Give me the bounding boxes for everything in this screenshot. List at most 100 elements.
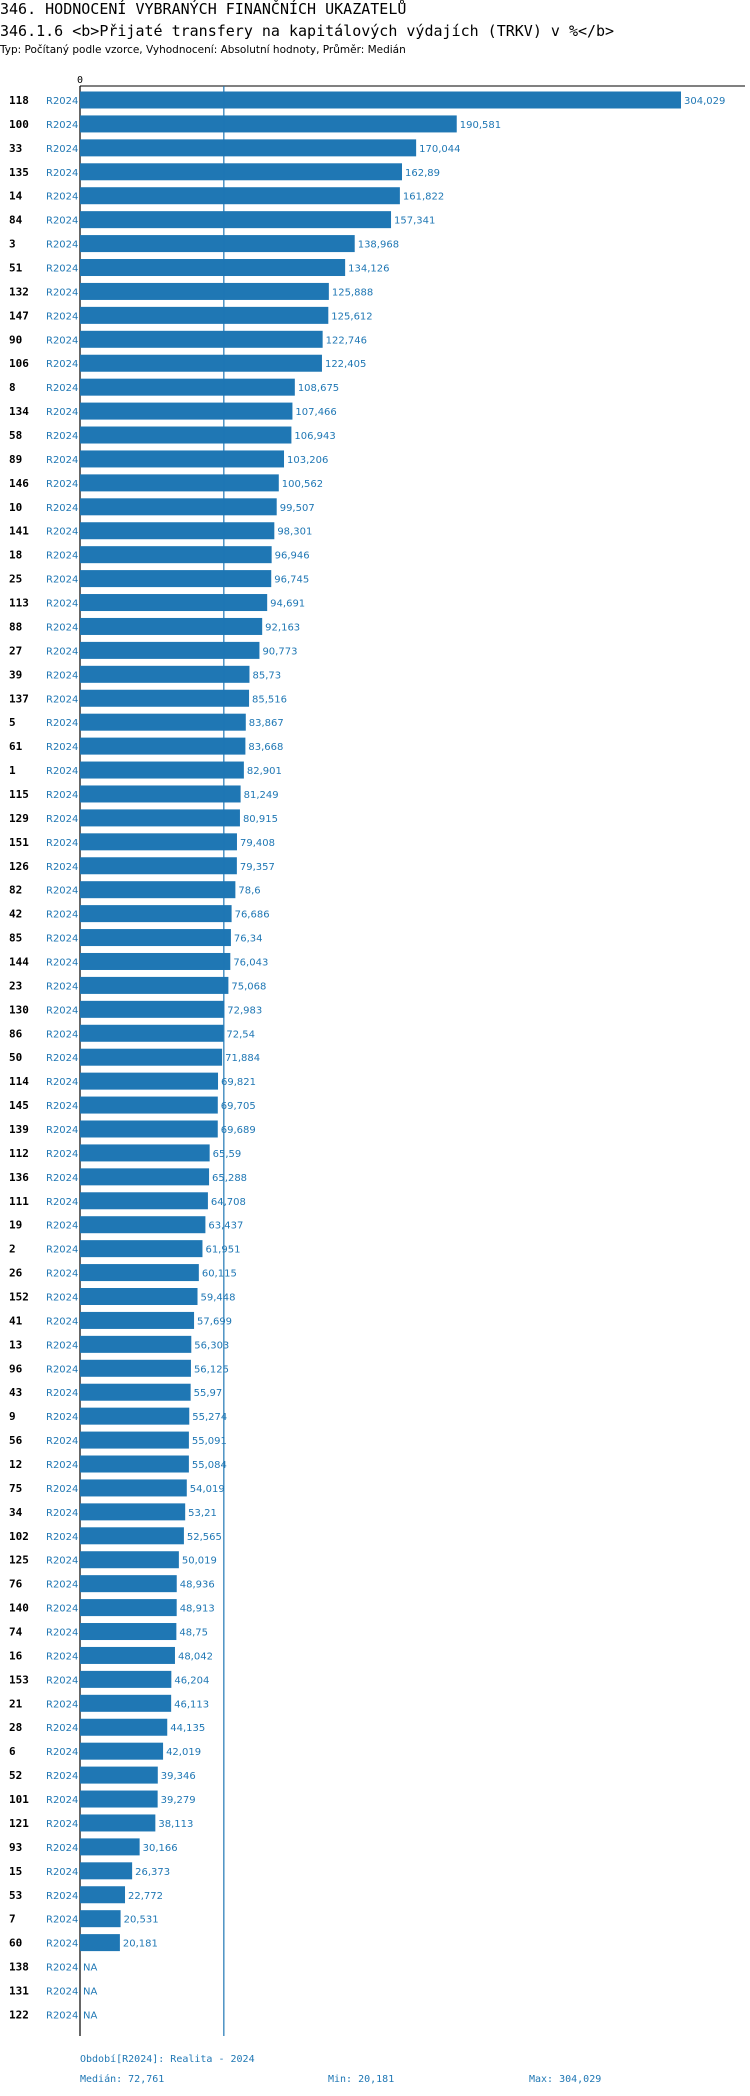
- bar: [80, 1407, 190, 1425]
- bar: [80, 1359, 191, 1377]
- category-label: 130: [9, 1003, 29, 1016]
- data-label: 48,042: [178, 1651, 213, 1662]
- period-label: R2024: [46, 1484, 78, 1495]
- data-label: 82,901: [247, 766, 282, 777]
- data-label: 65,288: [212, 1173, 247, 1184]
- category-label: 118: [9, 94, 29, 107]
- category-label: 53: [9, 1889, 22, 1902]
- category-label: 27: [9, 644, 22, 657]
- category-label: 52: [9, 1769, 22, 1782]
- period-label: R2024: [46, 1867, 78, 1878]
- category-label: 96: [9, 1362, 23, 1375]
- category-label: 7: [9, 1913, 16, 1926]
- chart-subtitle: 346.1.6 <b>Přijaté transfery na kapitálo…: [0, 22, 615, 40]
- bar: [80, 1766, 158, 1784]
- bar: [80, 1216, 206, 1234]
- data-label: 63,437: [208, 1221, 243, 1232]
- bar: [80, 1288, 198, 1305]
- category-label: 113: [9, 597, 29, 610]
- footer-max: Max: 304,029: [529, 2074, 602, 2085]
- bar: [80, 570, 272, 588]
- category-label: 16: [9, 1649, 23, 1662]
- data-label: 39,279: [161, 1795, 196, 1806]
- category-label: 100: [9, 118, 29, 131]
- data-label: 55,274: [192, 1412, 227, 1423]
- data-label: 46,113: [174, 1699, 209, 1710]
- category-label: 88: [9, 620, 22, 633]
- category-label: 93: [9, 1841, 22, 1854]
- bar: [80, 952, 231, 970]
- category-label: 146: [9, 477, 29, 490]
- period-label: R2024: [46, 599, 78, 610]
- period-label: R2024: [46, 1005, 78, 1016]
- bar: [80, 1575, 177, 1593]
- category-label: 10: [9, 501, 22, 514]
- period-label: R2024: [46, 1556, 78, 1567]
- category-label: 131: [9, 1984, 29, 1997]
- data-label: 26,373: [135, 1867, 170, 1878]
- data-label: 96,745: [274, 575, 309, 586]
- category-label: 152: [9, 1291, 29, 1304]
- period-label: R2024: [46, 886, 78, 897]
- period-label: R2024: [46, 311, 78, 322]
- bar: [80, 426, 292, 444]
- period-label: R2024: [46, 1364, 78, 1375]
- data-label: 55,091: [192, 1436, 227, 1447]
- category-label: 125: [9, 1554, 29, 1567]
- period-label: R2024: [46, 1675, 78, 1686]
- data-label: 76,043: [233, 957, 268, 968]
- period-label: R2024: [46, 168, 78, 179]
- data-label: 22,772: [128, 1891, 163, 1902]
- data-label: 55,97: [194, 1388, 223, 1399]
- period-label: R2024: [46, 479, 78, 490]
- data-label: 59,448: [201, 1293, 236, 1304]
- period-label: R2024: [46, 1340, 78, 1351]
- period-label: R2024: [46, 1891, 78, 1902]
- bar: [80, 1886, 126, 1904]
- category-label: 43: [9, 1386, 22, 1399]
- data-label: 122,746: [326, 335, 367, 346]
- bar: [80, 1431, 189, 1449]
- period-label: R2024: [46, 1723, 78, 1734]
- period-label: R2024: [46, 957, 78, 968]
- data-label: 76,686: [235, 910, 270, 921]
- period-label: R2024: [46, 1508, 78, 1519]
- category-label: 114: [9, 1075, 29, 1088]
- period-label: R2024: [46, 1269, 78, 1280]
- bar: [80, 306, 329, 324]
- bar: [80, 1024, 224, 1042]
- period-label: R2024: [46, 814, 78, 825]
- data-label: 69,821: [221, 1077, 256, 1088]
- period-label: R2024: [46, 527, 78, 538]
- bar: [80, 1646, 175, 1664]
- chart-type-line: Typ: Počítaný podle vzorce, Vyhodnocení:…: [0, 44, 406, 56]
- data-label: 75,068: [231, 981, 266, 992]
- category-label: 140: [9, 1602, 29, 1615]
- bar: [80, 1694, 172, 1712]
- category-label: 41: [9, 1314, 23, 1327]
- category-label: 33: [9, 142, 22, 155]
- data-label: 38,113: [158, 1819, 193, 1830]
- period-label: R2024: [46, 1245, 78, 1256]
- category-label: 151: [9, 836, 29, 849]
- period-label: R2024: [46, 1197, 78, 1208]
- category-label: 1: [9, 764, 16, 777]
- period-label: R2024: [46, 910, 78, 921]
- data-label: 64,708: [211, 1197, 246, 1208]
- data-label: 90,773: [262, 646, 297, 657]
- bar: [80, 785, 241, 803]
- period-label: R2024: [46, 96, 78, 107]
- period-label: R2024: [46, 766, 78, 777]
- bar: [80, 139, 417, 157]
- category-label: 6: [9, 1745, 16, 1758]
- data-label: 103,206: [287, 455, 328, 466]
- bar: [80, 1910, 121, 1928]
- data-label: 125,888: [332, 287, 373, 298]
- bar: [80, 1096, 218, 1114]
- category-label: 5: [9, 716, 16, 729]
- category-label: 101: [9, 1793, 29, 1806]
- category-label: 115: [9, 788, 29, 801]
- category-label: 2: [9, 1243, 16, 1256]
- category-label: 3: [9, 238, 16, 251]
- bar: [80, 1670, 172, 1688]
